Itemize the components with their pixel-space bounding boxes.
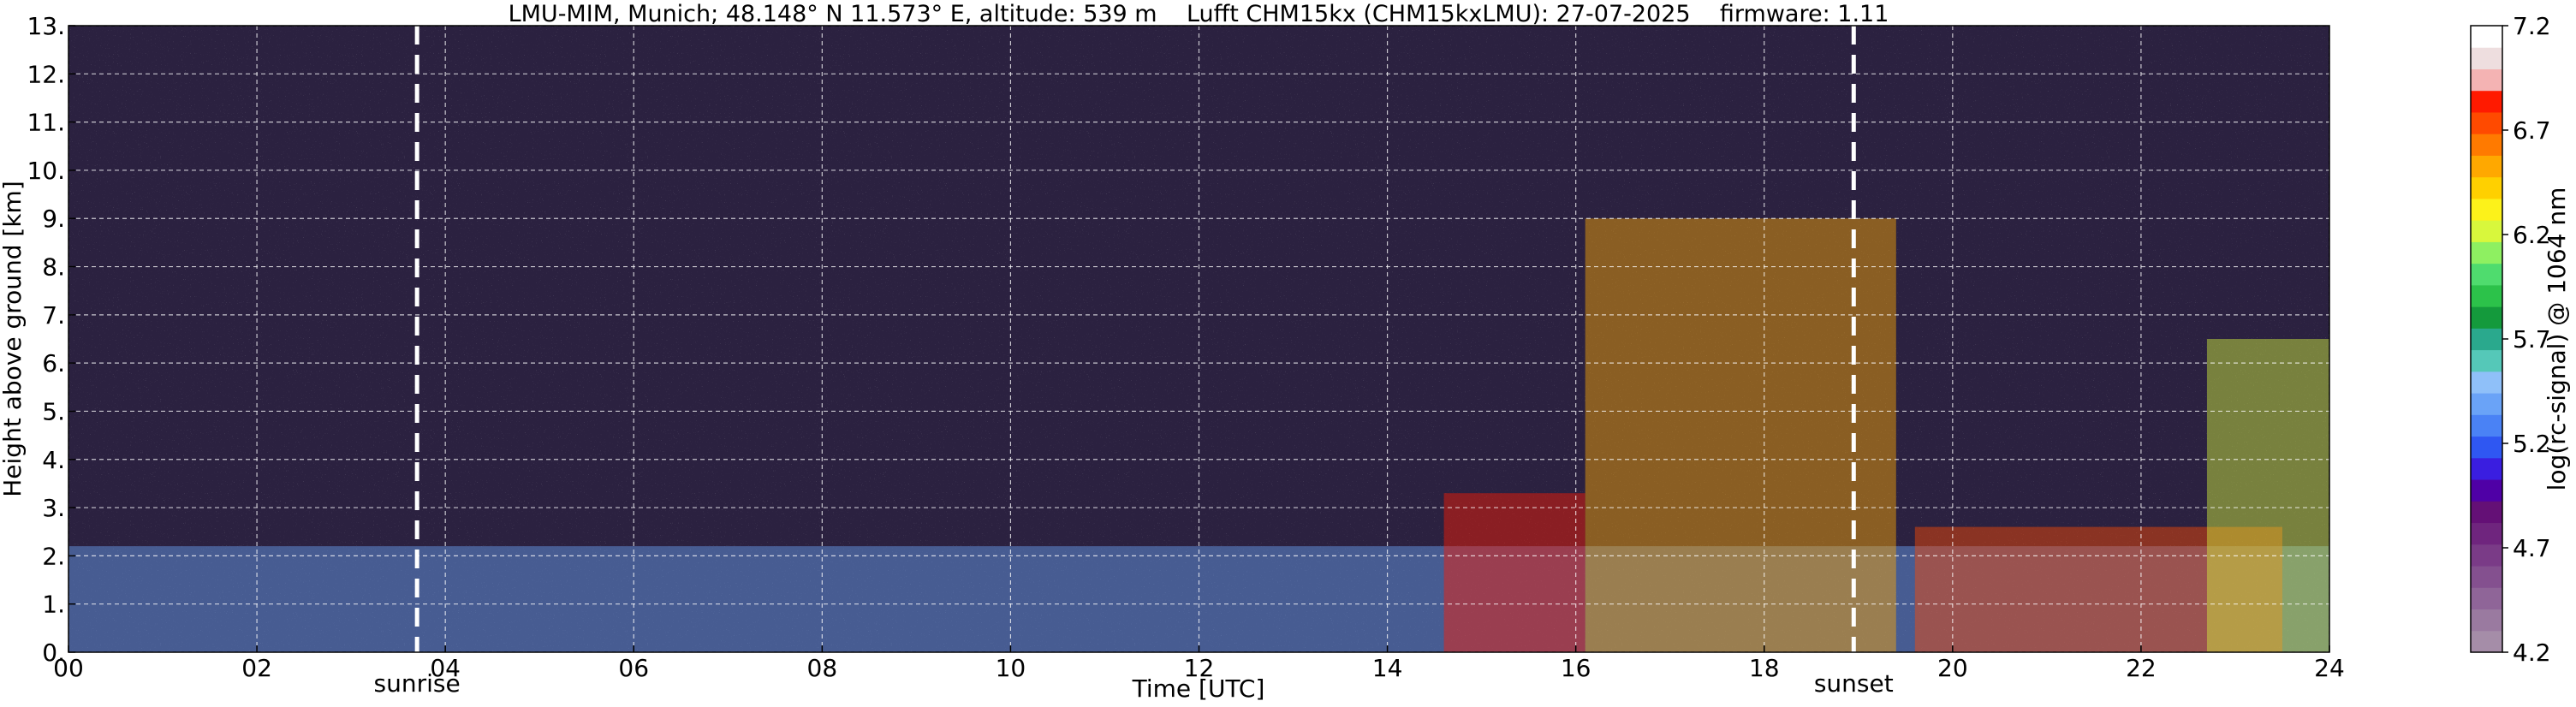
colorbar-swatch: [2471, 479, 2502, 502]
x-tick-label: 18: [1749, 654, 1780, 682]
x-tick-label: 08: [807, 654, 838, 682]
marker-label-sunrise: sunrise: [374, 669, 461, 698]
x-tick-label: 24: [2314, 654, 2345, 682]
x-tick-label: 00: [53, 654, 84, 682]
colorbar-tick-label: 5.2: [2513, 430, 2551, 458]
colorbar-tick-label: 7.2: [2513, 12, 2551, 40]
colorbar-swatch: [2471, 90, 2502, 113]
colorbar-swatch: [2471, 544, 2502, 567]
colorbar-swatch: [2471, 26, 2502, 48]
plot-area: [68, 26, 2329, 652]
colorbar-swatch: [2471, 566, 2502, 588]
colorbar-swatch: [2471, 134, 2502, 156]
y-axis-label: Height above ground [km]: [0, 181, 27, 497]
x-tick-label: 12: [1184, 654, 1215, 682]
layer-convective-boundary-layer: [1443, 493, 1585, 652]
colorbar-swatch: [2471, 111, 2502, 134]
colorbar-swatch: [2471, 522, 2502, 545]
colorbar-swatch: [2471, 349, 2502, 372]
y-tick-label: 2.: [42, 542, 65, 570]
x-tick-label: 14: [1372, 654, 1403, 682]
x-tick-label: 10: [996, 654, 1026, 682]
colorbar-swatch: [2471, 68, 2502, 92]
y-tick-label: 5.: [42, 397, 65, 425]
colorbar-tick-label: 6.7: [2513, 116, 2551, 145]
y-tick-label: 13.: [27, 12, 65, 40]
colorbar-swatch: [2471, 371, 2502, 394]
colorbar-swatch: [2471, 609, 2502, 632]
colorbar-swatch: [2471, 198, 2502, 221]
y-tick-label: 12.: [27, 60, 65, 88]
colorbar-swatch: [2471, 393, 2502, 415]
colorbar-swatch: [2471, 263, 2502, 286]
colorbar: [2471, 26, 2502, 653]
x-tick-label: 06: [618, 654, 649, 682]
colorbar-swatch: [2471, 587, 2502, 610]
colorbar-swatch: [2471, 306, 2502, 329]
sun-markers: [414, 26, 1856, 652]
layer-mid-level-clouds: [2206, 339, 2329, 652]
colorbar-swatch: [2471, 436, 2502, 459]
x-axis-label: Time [UTC]: [1132, 674, 1265, 703]
x-tick-label: 22: [2126, 654, 2157, 682]
y-tick-label: 8.: [42, 253, 65, 282]
y-tick-label: 10.: [27, 157, 65, 185]
colorbar-tick-label: 4.2: [2513, 639, 2551, 667]
colorbar-swatch: [2471, 47, 2502, 69]
colorbar-swatch: [2471, 155, 2502, 178]
x-axis-ticks: 00 02 04 06 08 10 12 14 16 18 20 22 24: [53, 645, 2345, 682]
x-tick-label: 02: [241, 654, 272, 682]
x-tick-label: 20: [1937, 654, 1968, 682]
colorbar-swatch: [2471, 284, 2502, 307]
colorbar-swatch: [2471, 414, 2502, 437]
y-tick-label: 9.: [42, 205, 65, 233]
sun-marker-labels: sunrise sunset: [374, 669, 1894, 698]
colorbar-tick-label: 5.7: [2513, 325, 2551, 354]
y-tick-label: 4.: [42, 446, 65, 474]
y-tick-label: 1.: [42, 591, 65, 619]
colorbar-tick-label: 6.2: [2513, 221, 2551, 249]
marker-label-sunset: sunset: [1814, 669, 1894, 698]
y-tick-label: 6.: [42, 349, 65, 377]
colorbar-tick-label: 4.7: [2513, 534, 2551, 562]
colorbar-swatch: [2471, 457, 2502, 480]
colorbar-swatch: [2471, 501, 2502, 524]
layer-cirrus: [1585, 218, 1896, 652]
y-tick-label: 3.: [42, 494, 65, 522]
colorbar-swatch: [2471, 220, 2502, 242]
colorbar-swatch: [2471, 630, 2502, 653]
colorbar-swatch: [2471, 241, 2502, 264]
colorbar-label: log(rc-signal) @ 1064 nm: [2543, 187, 2571, 491]
colorbar-ticks: 4.2 4.7 5.2 5.7 6.2 6.7 7.2: [2502, 12, 2551, 667]
y-axis-ticks: 0. 1. 2. 3. 4. 5. 6. 7. 8. 9. 10. 11. 12. 13.: [27, 12, 75, 667]
colorbar-swatch: [2471, 176, 2502, 199]
y-tick-label: 11.: [27, 109, 65, 137]
chart-title: LMU-MIM, Munich; 48.148° N 11.573° E, al…: [509, 1, 1889, 27]
y-tick-label: 0.: [42, 639, 65, 667]
colorbar-swatch: [2471, 328, 2502, 351]
y-tick-label: 7.: [42, 301, 65, 330]
grid: [68, 26, 2329, 652]
layer-residual-layer: [1914, 526, 2282, 652]
x-tick-label: 04: [430, 654, 461, 682]
x-tick-label: 16: [1561, 654, 1591, 682]
